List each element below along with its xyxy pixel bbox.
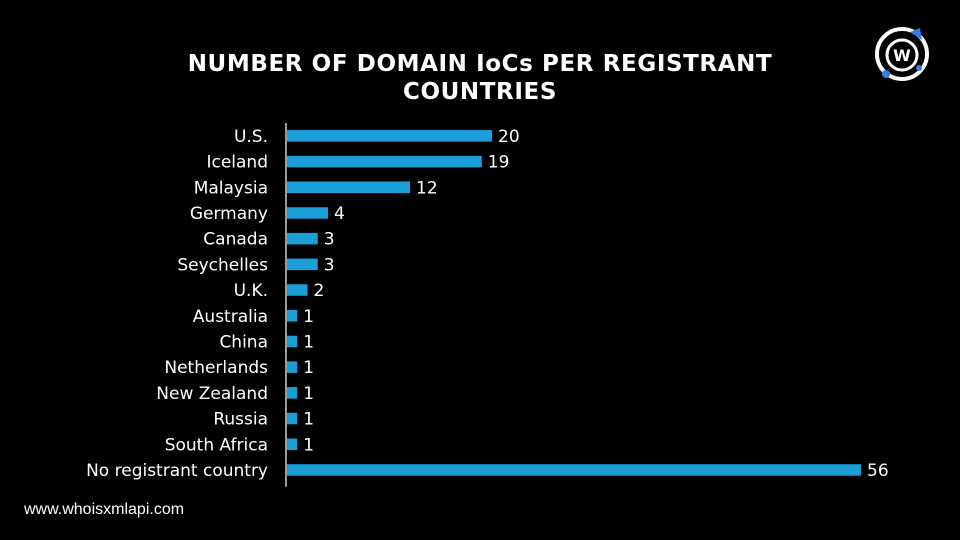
chart-title-line-1: NUMBER OF DOMAIN IoCs PER REGISTRANT bbox=[187, 51, 773, 77]
data-label: 19 bbox=[488, 153, 510, 173]
bar bbox=[287, 181, 410, 193]
bar bbox=[287, 284, 308, 296]
bar bbox=[287, 361, 298, 373]
bar bbox=[287, 412, 298, 425]
category-label: Russia bbox=[213, 410, 268, 430]
data-label: 1 bbox=[303, 384, 314, 404]
data-label: 12 bbox=[416, 178, 438, 198]
category-label: Germany bbox=[190, 204, 268, 224]
data-label: 2 bbox=[314, 281, 325, 301]
bar bbox=[287, 155, 482, 168]
category-label: Malaysia bbox=[194, 178, 268, 198]
category-label: Seychelles bbox=[177, 255, 268, 275]
data-label: 4 bbox=[334, 204, 345, 224]
chart-title: NUMBER OF DOMAIN IoCs PER REGISTRANT COU… bbox=[0, 50, 960, 106]
data-label: 1 bbox=[303, 410, 314, 430]
website-url: www.whoisxmlapi.com bbox=[24, 501, 185, 518]
logo-letter: W bbox=[893, 46, 911, 65]
bar bbox=[287, 258, 318, 271]
category-label: U.K. bbox=[234, 281, 268, 301]
data-label: 1 bbox=[303, 358, 314, 378]
category-label: Iceland bbox=[206, 153, 268, 173]
data-label: 56 bbox=[867, 461, 889, 481]
bar bbox=[287, 232, 318, 245]
data-label: 3 bbox=[324, 255, 335, 275]
category-label: Canada bbox=[203, 230, 268, 250]
whoisxml-logo-icon: W bbox=[875, 27, 929, 81]
category-label: U.S. bbox=[234, 127, 268, 147]
category-label: New Zealand bbox=[156, 384, 268, 404]
data-label: 1 bbox=[303, 435, 314, 455]
category-label: South Africa bbox=[165, 435, 268, 455]
data-label: 1 bbox=[303, 307, 314, 327]
data-label: 20 bbox=[498, 127, 520, 147]
chart-title-line-2: COUNTRIES bbox=[403, 79, 557, 105]
bar bbox=[287, 438, 298, 450]
bar bbox=[287, 387, 298, 399]
bar bbox=[287, 207, 328, 219]
data-label: 3 bbox=[324, 230, 335, 250]
bar bbox=[287, 464, 861, 476]
data-label: 1 bbox=[303, 332, 314, 352]
bar bbox=[287, 310, 298, 322]
category-label: Netherlands bbox=[164, 358, 268, 378]
bar bbox=[287, 130, 492, 142]
category-label: China bbox=[219, 332, 268, 352]
category-label: Australia bbox=[193, 307, 268, 327]
category-label: No registrant country bbox=[86, 461, 268, 481]
bar bbox=[287, 335, 298, 348]
